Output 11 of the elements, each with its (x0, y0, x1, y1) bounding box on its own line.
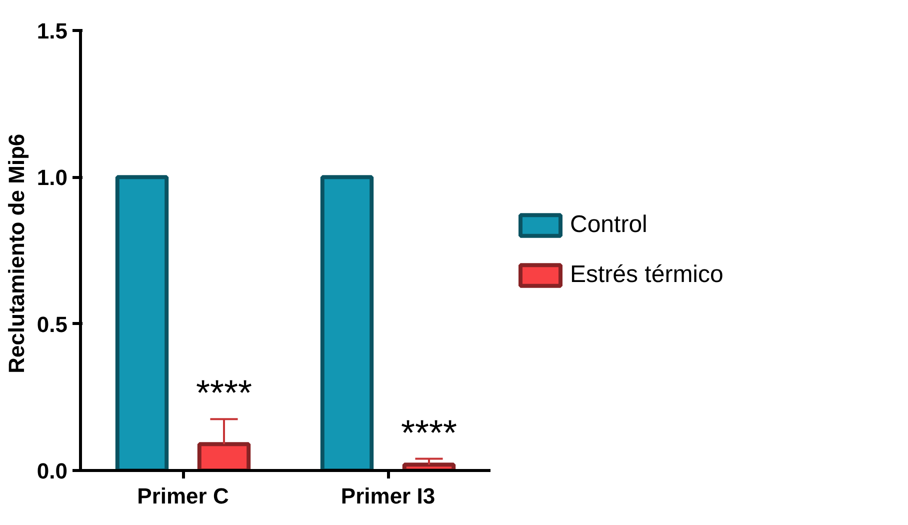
annotation: **** (400, 412, 458, 453)
annotation: **** (196, 372, 252, 414)
x-tick-label: Primer C (137, 484, 229, 508)
y-tick-label: 0.5 (36, 312, 68, 337)
x-tick-label: Primer I3 (340, 484, 436, 508)
y-tick-label: 1.5 (36, 18, 68, 44)
y-tick-label: 0.0 (36, 458, 68, 484)
legend-label: Estrés térmico (570, 261, 724, 289)
legend-label: Control (570, 211, 648, 239)
y-axis-title: Reclutamiento de Mip6 (4, 134, 29, 374)
y-tick-label: 1.0 (36, 165, 68, 190)
